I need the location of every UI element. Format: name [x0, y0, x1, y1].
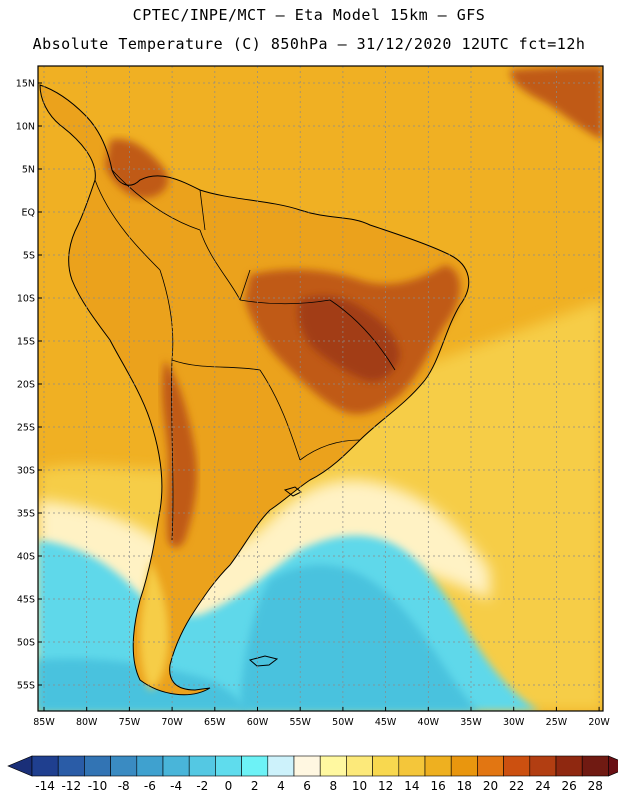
colorbar-box: [31, 755, 59, 777]
colorbar-box: [477, 755, 504, 777]
colorbar-box: [450, 755, 478, 777]
lon-label: 70W: [161, 717, 183, 728]
colorbar-label: 22: [509, 779, 524, 793]
colorbar-box: [84, 755, 111, 777]
colorbar-label: 0: [225, 779, 233, 793]
lon-label: 55W: [289, 717, 311, 728]
lon-label: 50W: [332, 717, 354, 728]
colorbar-under-arrow: [7, 755, 33, 777]
lat-label: 35S: [17, 509, 35, 520]
patagonia-cooler: [140, 560, 169, 690]
colorbar-label: -12: [61, 779, 81, 793]
north-andes-warm: [105, 139, 169, 199]
colorbar-label: -14: [35, 779, 55, 793]
colorbar-box: [293, 755, 321, 777]
lon-label: 80W: [76, 717, 98, 728]
colorbar-label: 4: [277, 779, 285, 793]
colorbar-box: [424, 755, 452, 777]
colorbar-label: -10: [88, 779, 108, 793]
colorbar-label: -6: [144, 779, 156, 793]
lon-label: 25W: [546, 717, 568, 728]
title-line-1: CPTEC/INPE/MCT – Eta Model 15km – GFS: [132, 6, 486, 24]
lat-label: 30S: [17, 466, 35, 477]
brazil-hot-core: [298, 295, 400, 382]
colorbar-label: 24: [535, 779, 550, 793]
lat-label: EQ: [22, 208, 35, 219]
falklands: [248, 655, 279, 667]
lat-label: 15N: [16, 79, 35, 90]
colorbar-box: [503, 755, 531, 777]
colorbar-box: [346, 755, 373, 777]
colorbar-label: -8: [118, 779, 130, 793]
temperature-field: [38, 66, 603, 711]
lat-label: 5S: [23, 251, 35, 262]
colorbar-label: 6: [303, 779, 311, 793]
lat-label: 45S: [17, 595, 35, 606]
lon-label: 75W: [119, 717, 141, 728]
country-borders: [94, 169, 396, 541]
lon-label: 20W: [588, 717, 610, 728]
coastline-borders: [39, 84, 470, 696]
colorbar-label: 12: [378, 779, 393, 793]
map-frame: [37, 65, 604, 712]
lon-label: 40W: [418, 717, 440, 728]
colorbar-label: 16: [430, 779, 445, 793]
lat-label: 25S: [17, 423, 35, 434]
colorbar-box: [188, 755, 216, 777]
colorbar-over-arrow: [608, 755, 618, 777]
colorbar-label: 10: [352, 779, 367, 793]
lat-label: 20S: [17, 380, 35, 391]
colorbar-box: [529, 755, 557, 777]
lagoon: [283, 486, 302, 497]
title-line-2: Absolute Temperature (C) 850hPa – 31/12/…: [32, 35, 586, 53]
colorbar-box: [555, 755, 583, 777]
colorbar-boxes: [7, 755, 618, 777]
latitude-labels: 15N 10N 5N EQ 5S 10S 15S 20S 25S 30S 35S 40S 45S 50S 5…: [16, 79, 42, 692]
colorbar-label: 8: [329, 779, 337, 793]
longitude-labels: 85W 80W 75W 70W 65W 60W 55W 50W 45W 40W 35W 30W 25W 2…: [33, 707, 610, 728]
lon-label: 30W: [503, 717, 525, 728]
colorbar-box: [57, 755, 85, 777]
colorbar-labels: -14 -12 -10 -8 -6 -4 -2 0 2 4 6 8 10 12 14 16 18 20 22 24 26…: [35, 779, 603, 793]
lon-label: 45W: [375, 717, 397, 728]
colorbar-label: -2: [196, 779, 208, 793]
lat-label: 10N: [16, 122, 35, 133]
colorbar-box: [372, 755, 400, 777]
lat-lon-grid: [38, 66, 603, 711]
lon-label: 85W: [33, 717, 55, 728]
lat-label: 40S: [17, 552, 35, 563]
colorbar-box: [241, 755, 269, 777]
colorbar-box: [110, 755, 138, 777]
lon-label: 60W: [247, 717, 269, 728]
lat-label: 50S: [17, 638, 35, 649]
colorbar-label: 14: [404, 779, 419, 793]
colorbar-label: -4: [170, 779, 182, 793]
colorbar-box: [215, 755, 242, 777]
colorbar-box: [136, 755, 164, 777]
colorbar-label: 20: [483, 779, 498, 793]
lon-label: 35W: [460, 717, 482, 728]
lat-label: 15S: [17, 337, 35, 348]
lat-label: 10S: [17, 294, 35, 305]
colorbar-label: 18: [457, 779, 472, 793]
colorbar-box: [319, 755, 347, 777]
lat-label: 55S: [17, 681, 35, 692]
colorbar-box: [398, 755, 426, 777]
lon-label: 65W: [204, 717, 226, 728]
colorbar-label: 26: [561, 779, 576, 793]
coastline: [39, 84, 470, 696]
colorbar-box: [581, 755, 609, 777]
south-america-land: [40, 85, 469, 695]
colorbar-box: [267, 755, 295, 777]
colorbar-box: [162, 755, 190, 777]
colorbar-label: 28: [588, 779, 603, 793]
colorbar-label: 2: [251, 779, 259, 793]
andes-warm-band: [161, 360, 197, 548]
lat-label: 5N: [22, 165, 35, 176]
